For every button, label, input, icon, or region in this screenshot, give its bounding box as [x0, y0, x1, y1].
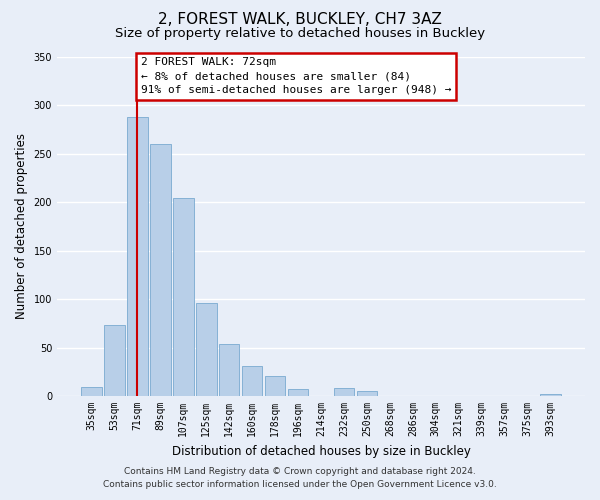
- Bar: [127, 116, 148, 396]
- Bar: [288, 390, 308, 396]
- Bar: [219, 344, 239, 396]
- Bar: [150, 144, 170, 396]
- Bar: [104, 325, 125, 396]
- Text: Contains HM Land Registry data © Crown copyright and database right 2024.
Contai: Contains HM Land Registry data © Crown c…: [103, 468, 497, 489]
- Bar: [242, 366, 262, 396]
- Bar: [265, 376, 286, 396]
- Bar: [334, 388, 355, 396]
- X-axis label: Distribution of detached houses by size in Buckley: Distribution of detached houses by size …: [172, 444, 470, 458]
- Bar: [541, 394, 561, 396]
- Bar: [173, 198, 194, 396]
- Text: 2 FOREST WALK: 72sqm
← 8% of detached houses are smaller (84)
91% of semi-detach: 2 FOREST WALK: 72sqm ← 8% of detached ho…: [141, 58, 451, 96]
- Y-axis label: Number of detached properties: Number of detached properties: [15, 134, 28, 320]
- Text: 2, FOREST WALK, BUCKLEY, CH7 3AZ: 2, FOREST WALK, BUCKLEY, CH7 3AZ: [158, 12, 442, 28]
- Bar: [196, 303, 217, 396]
- Bar: [356, 391, 377, 396]
- Text: Size of property relative to detached houses in Buckley: Size of property relative to detached ho…: [115, 28, 485, 40]
- Bar: [81, 388, 102, 396]
